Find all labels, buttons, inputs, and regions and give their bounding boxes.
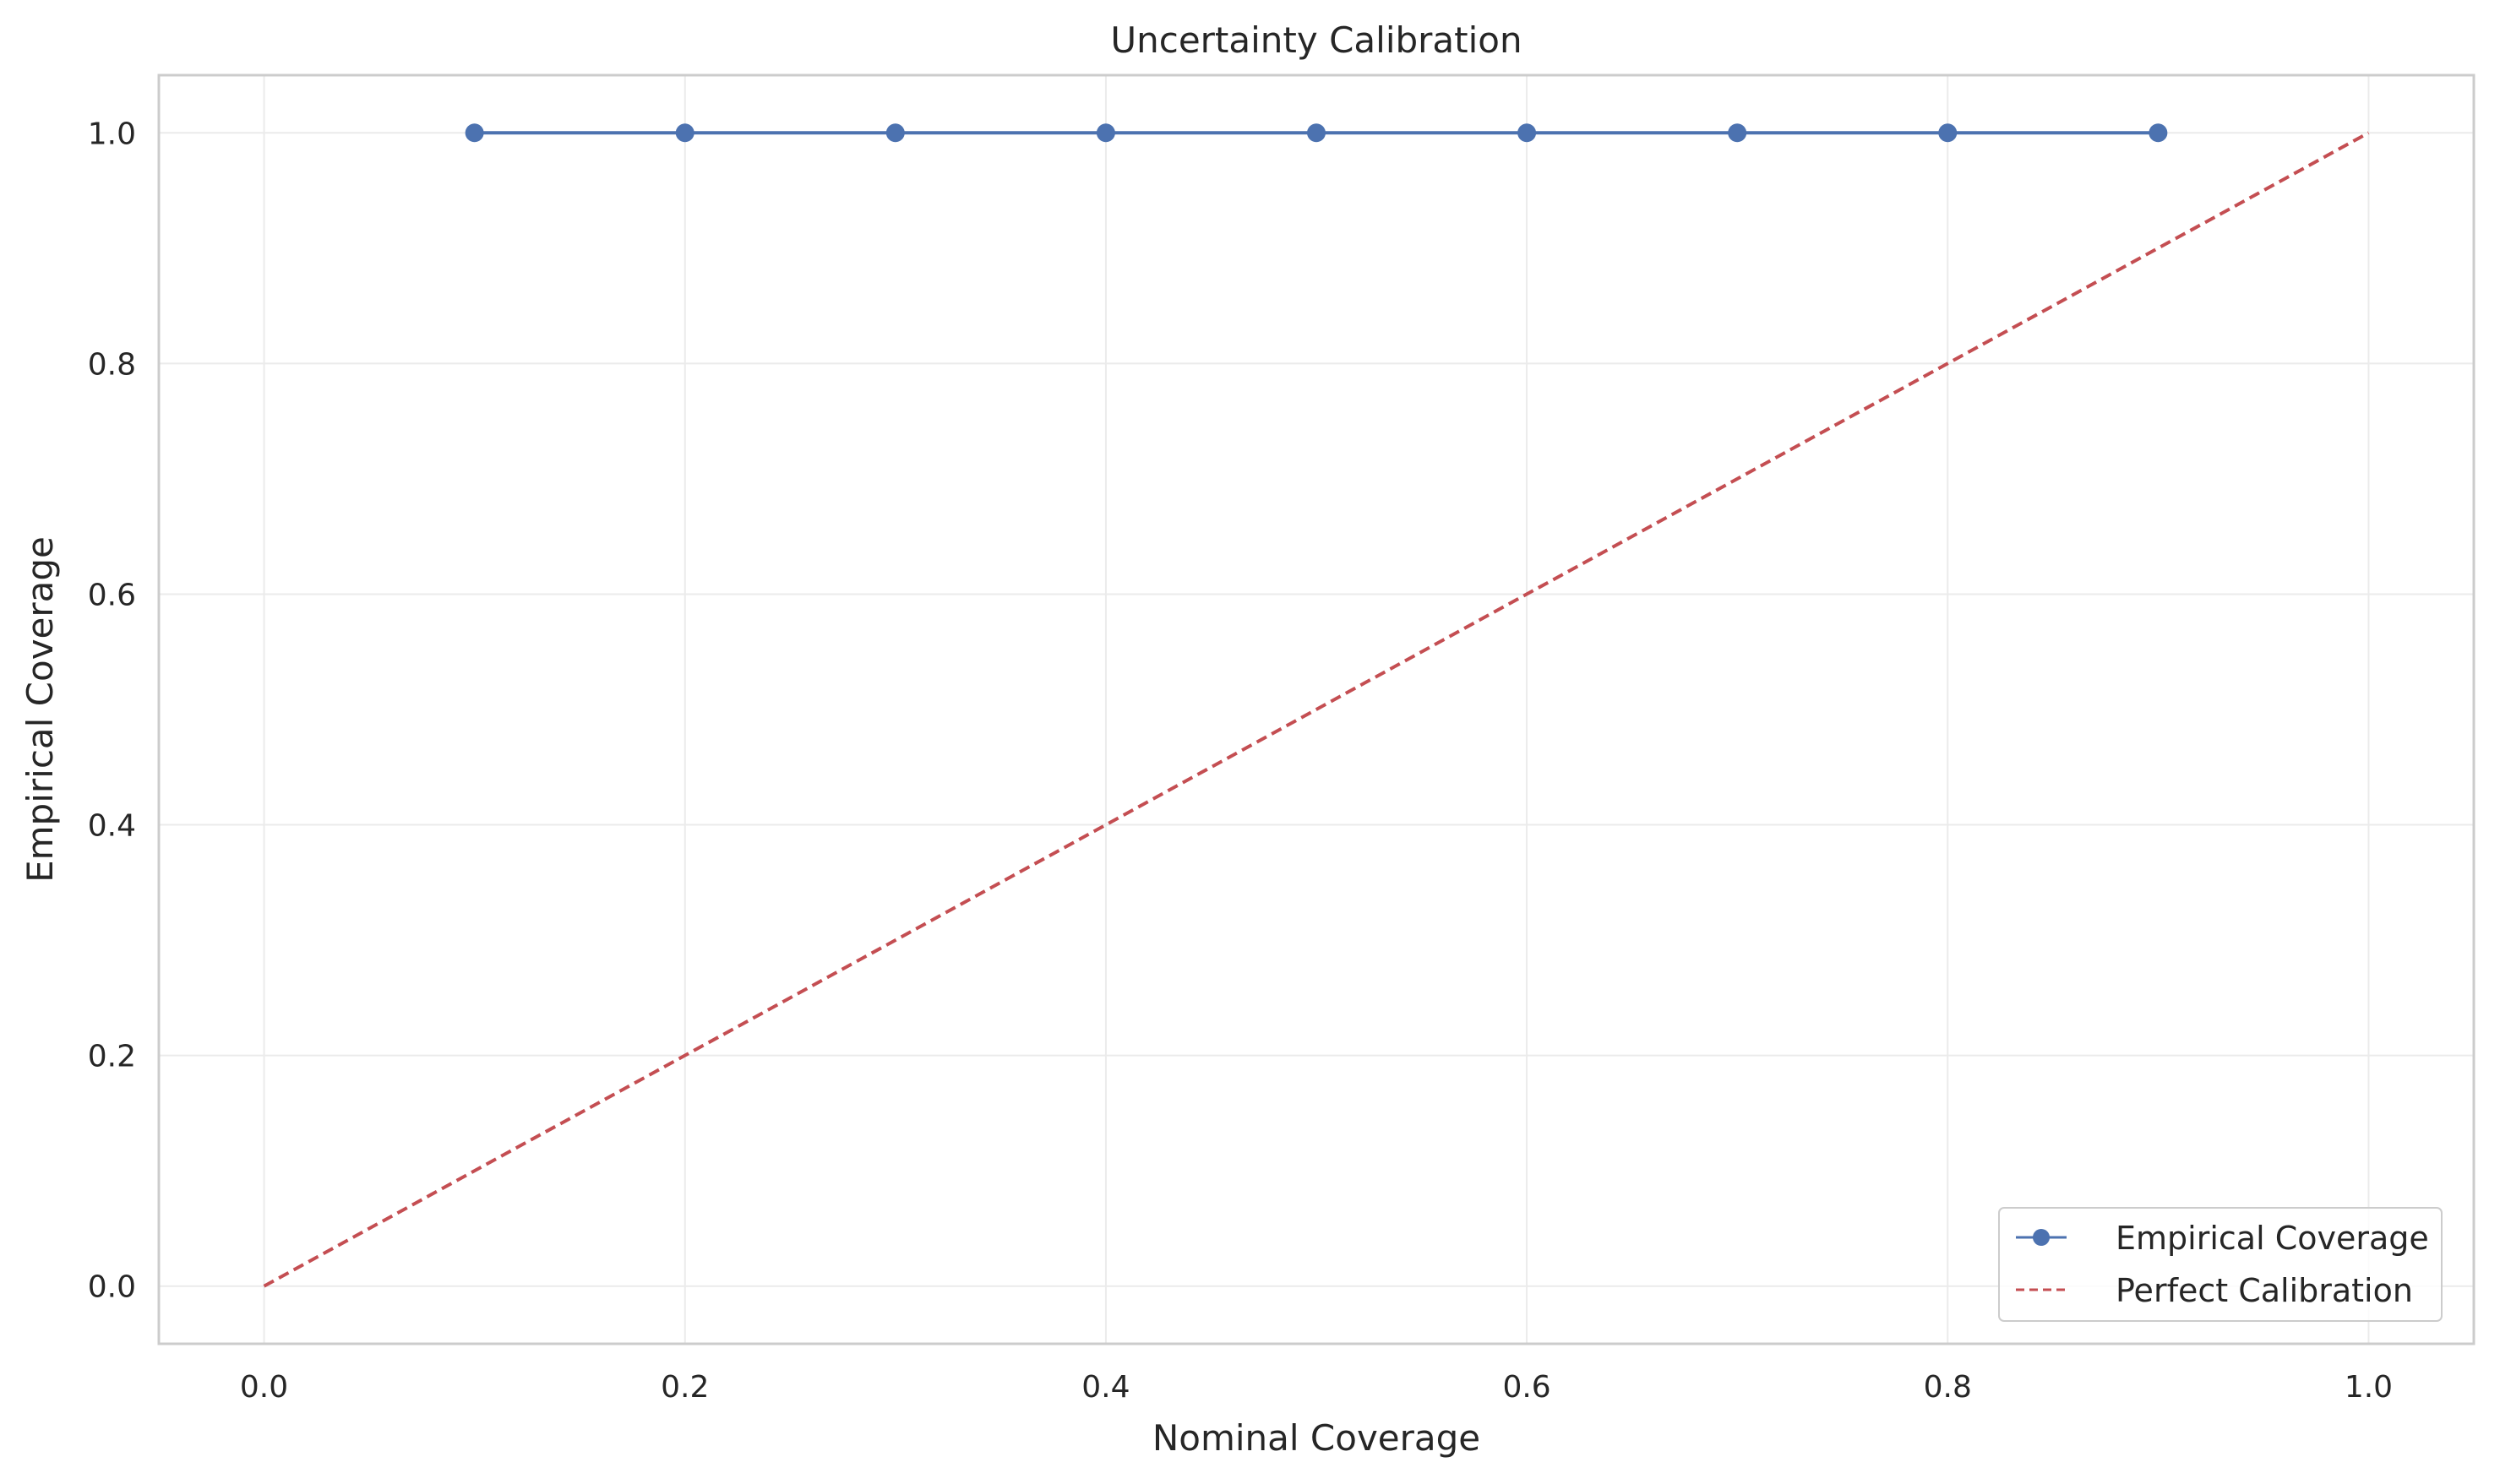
empirical-coverage-point (1307, 123, 1326, 143)
y-axis-ticks: 0.0 0.2 0.4 0.6 0.8 1.0 (88, 117, 136, 1304)
empirical-coverage-point (2149, 123, 2168, 143)
legend: Empirical Coverage Perfect Calibration (1998, 1207, 2443, 1322)
x-tick-label: 0.8 (1924, 1370, 1972, 1405)
y-tick-label: 0.2 (88, 1040, 136, 1074)
chart-title: Uncertainty Calibration (1110, 19, 1522, 61)
x-tick-label: 0.2 (661, 1370, 709, 1405)
empirical-coverage-point (885, 123, 905, 143)
legend-marker-empirical (2033, 1229, 2050, 1246)
x-axis-label: Nominal Coverage (1152, 1417, 1480, 1459)
plot-frame (157, 73, 2475, 1345)
y-axis-label: Empirical Coverage (19, 536, 61, 883)
x-tick-label: 0.0 (240, 1370, 288, 1405)
y-tick-label: 0.8 (88, 347, 136, 382)
perfect-calibration-line (263, 131, 2370, 1288)
empirical-coverage-point (1938, 123, 1958, 143)
x-tick-label: 1.0 (2345, 1370, 2393, 1405)
empirical-coverage-point (675, 123, 694, 143)
x-axis-ticks: 0.0 0.2 0.4 0.6 0.8 1.0 (240, 1370, 2393, 1405)
empirical-coverage-point (1096, 123, 1115, 143)
y-tick-label: 0.4 (88, 809, 136, 844)
y-tick-label: 0.6 (88, 578, 136, 612)
legend-label-perfect: Perfect Calibration (2116, 1272, 2413, 1309)
series-layer (263, 123, 2370, 1288)
legend-label-empirical: Empirical Coverage (2116, 1220, 2429, 1257)
x-tick-label: 0.6 (1502, 1370, 1550, 1405)
y-tick-label: 1.0 (88, 117, 136, 151)
empirical-coverage-point (465, 123, 484, 143)
empirical-coverage-point (1517, 123, 1537, 143)
empirical-coverage-point (1728, 123, 1747, 143)
y-tick-label: 0.0 (88, 1270, 136, 1305)
x-tick-label: 0.4 (1081, 1370, 1130, 1405)
legend-box (1998, 1207, 2443, 1322)
